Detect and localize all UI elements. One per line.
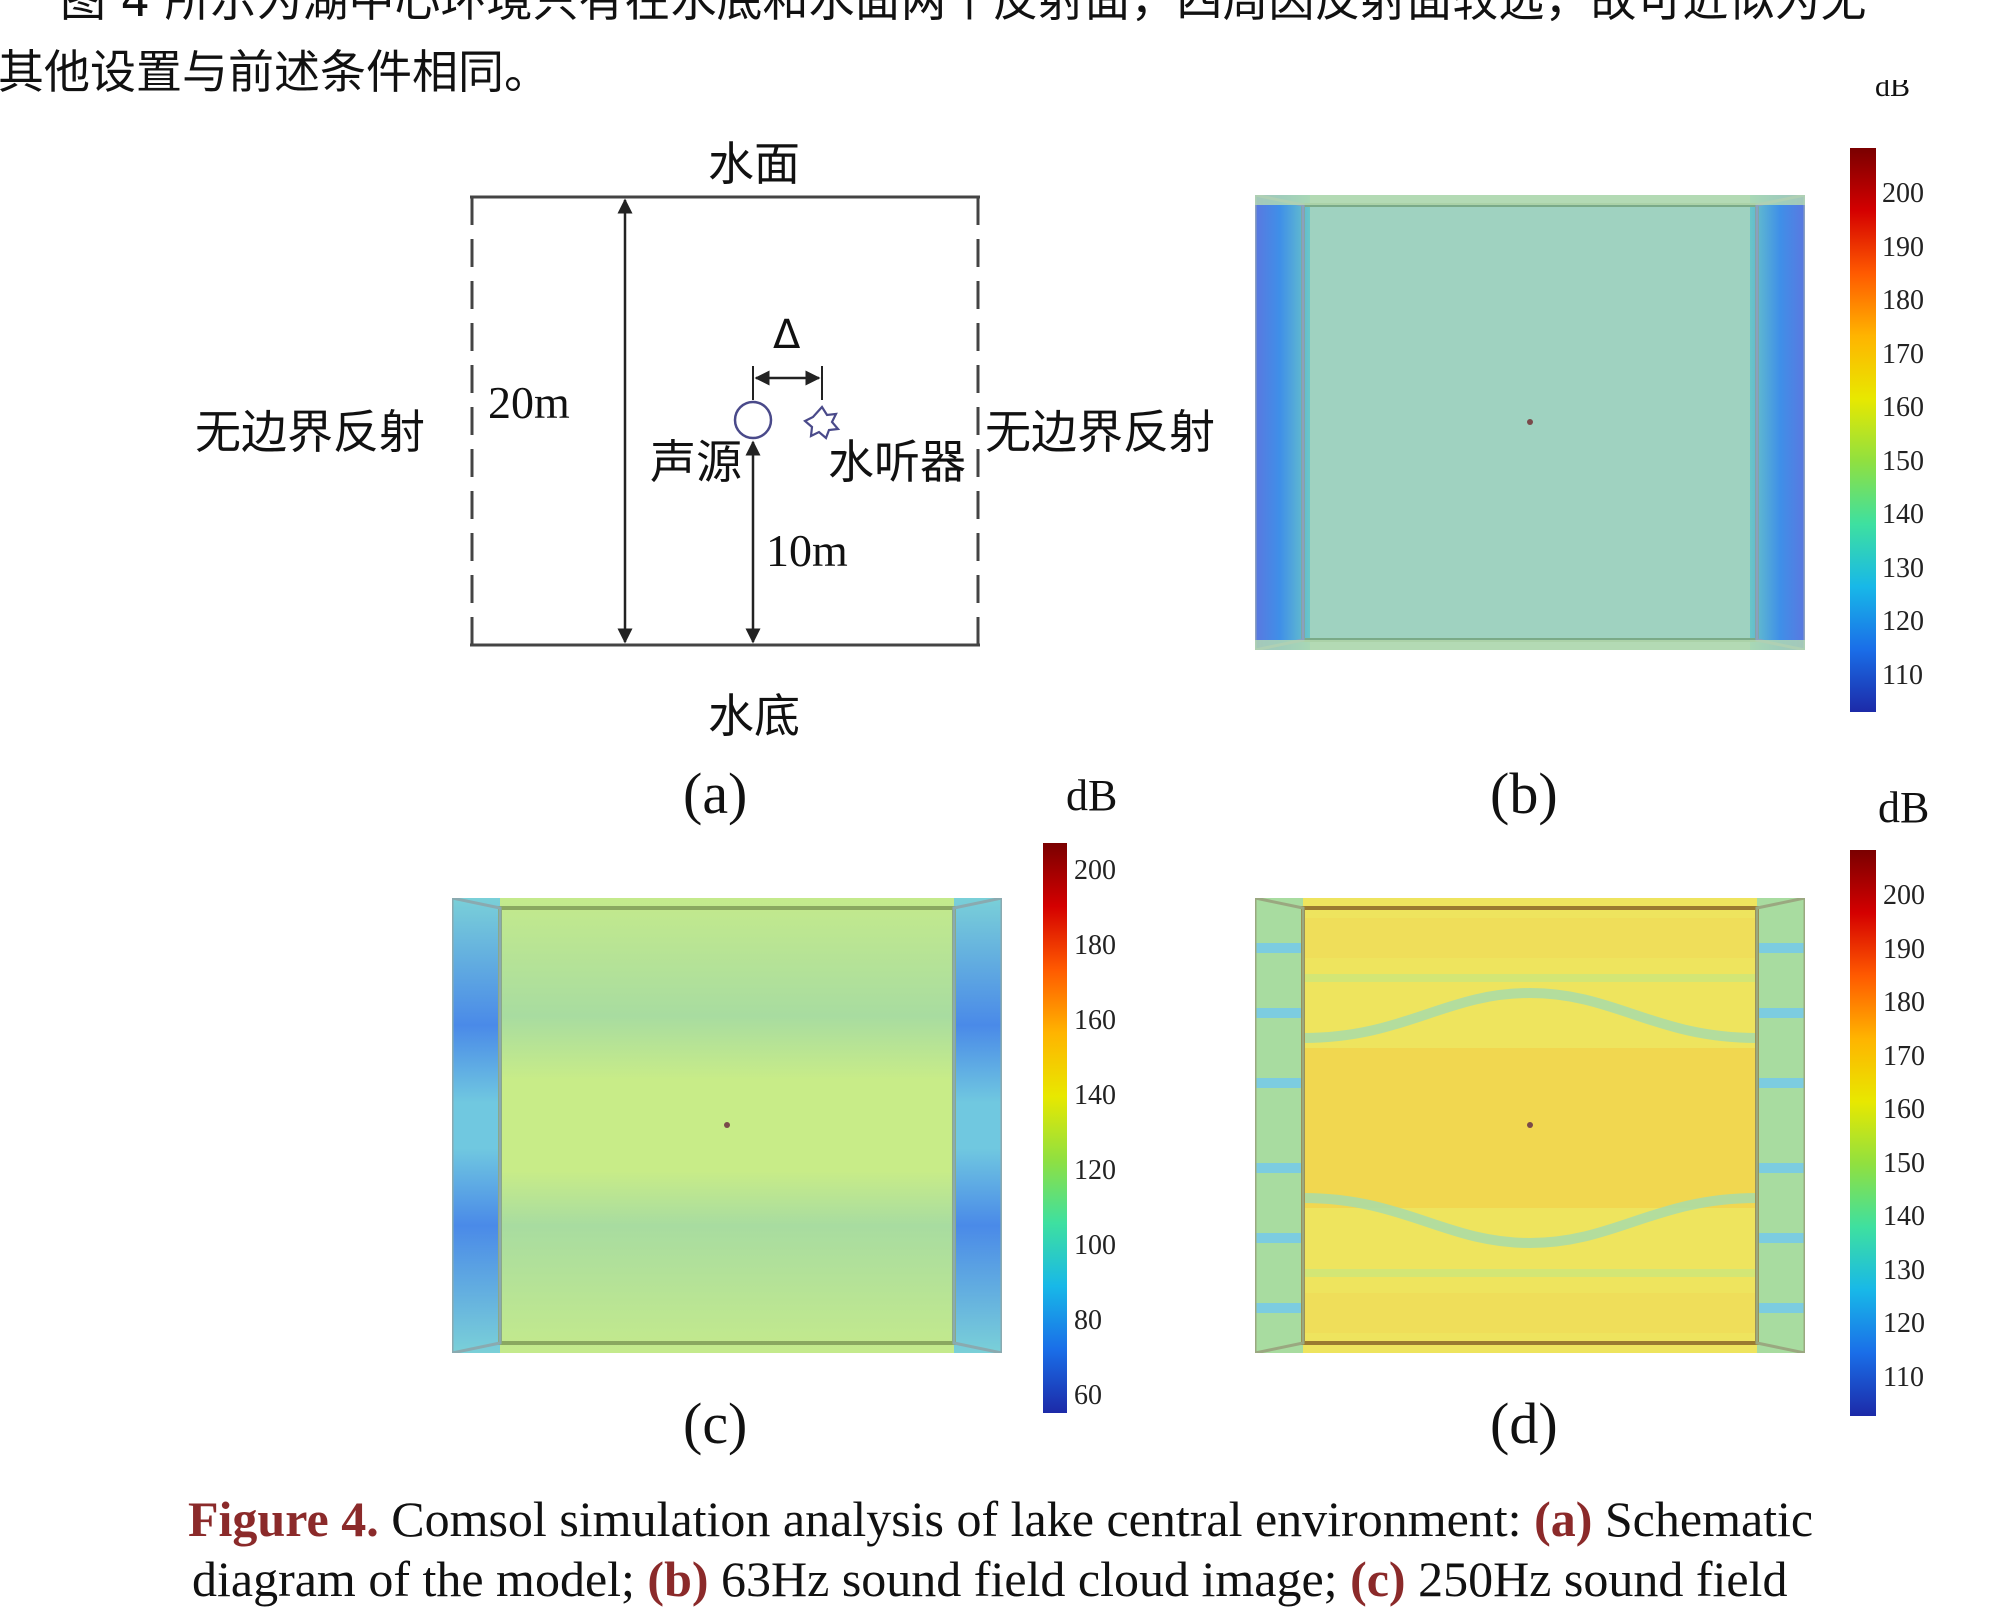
colorbar-c-tick: 160 bbox=[1074, 1005, 1116, 1036]
colorbar-c-tick: 80 bbox=[1074, 1305, 1102, 1336]
colorbar-c-tick: 200 bbox=[1074, 855, 1116, 886]
colorbar-b-tick: 130 bbox=[1882, 553, 1924, 584]
colorbar-d-tick: 180 bbox=[1883, 987, 1925, 1018]
colorbar-d-tick: 200 bbox=[1883, 880, 1925, 911]
colorbar-c-tick: 120 bbox=[1074, 1155, 1116, 1186]
label-delta: Δ bbox=[773, 312, 801, 358]
colorbar-d-tick: 150 bbox=[1883, 1148, 1925, 1179]
colorbar-b-tick: 140 bbox=[1882, 499, 1924, 530]
colorbar-c-tick: 140 bbox=[1074, 1080, 1116, 1111]
colorbar-c-tick: 180 bbox=[1074, 930, 1116, 961]
panel-label-b: (b) bbox=[1490, 761, 1558, 826]
panel-label-d: (d) bbox=[1490, 1391, 1558, 1456]
colorbar-b-unit: dB bbox=[1875, 80, 1911, 103]
body-text-line-2: 其他设置与前述条件相同。 bbox=[0, 45, 550, 99]
source-point-c bbox=[724, 1122, 730, 1128]
colorbar-d-unit: dB bbox=[1878, 783, 1930, 832]
colorbar-b-tick: 160 bbox=[1882, 392, 1924, 423]
colorbar-d-tick: 170 bbox=[1883, 1041, 1925, 1072]
label-height: 10m bbox=[766, 525, 848, 576]
label-left-boundary: 无边界反射 bbox=[195, 405, 425, 459]
colorbar-c-tick: 60 bbox=[1074, 1380, 1102, 1411]
panel-label-a: (a) bbox=[683, 761, 748, 826]
schematic-diagram: 水面 水底 无边界反射 无边界反射 20m 10m Δ 声源 水听器 bbox=[0, 0, 1260, 743]
label-water-bottom: 水底 bbox=[708, 689, 800, 743]
colorbar-d-tick: 190 bbox=[1883, 934, 1925, 965]
colorbar-d-tick: 140 bbox=[1883, 1201, 1925, 1232]
figure-caption-line-2: diagram of the model; (b) 63Hz sound fie… bbox=[192, 1551, 1788, 1607]
colorbar-d-tick: 130 bbox=[1883, 1255, 1925, 1286]
hydrophone-icon bbox=[803, 405, 841, 440]
field-image-c bbox=[450, 896, 1004, 1355]
label-water-surface: 水面 bbox=[708, 137, 800, 191]
colorbar-b-tick: 120 bbox=[1882, 606, 1924, 637]
colorbar-d-tick: 110 bbox=[1883, 1362, 1924, 1393]
colorbar-b bbox=[1850, 148, 1876, 712]
colorbar-d bbox=[1850, 850, 1876, 1416]
colorbar-b-tick: 170 bbox=[1882, 339, 1924, 370]
body-text-line-1: 图 4 所示为湖中心环境只有在水底和水面两个反射面，四周因反射面较远，故可近似为… bbox=[60, 0, 1867, 27]
figure-caption-line-1: Figure 4. Comsol simulation analysis of … bbox=[188, 1491, 1814, 1547]
colorbar-c-unit: dB bbox=[1066, 771, 1118, 820]
field-image-b bbox=[1253, 193, 1807, 652]
colorbar-b-tick: 150 bbox=[1882, 446, 1924, 477]
source-point-b bbox=[1527, 419, 1533, 425]
label-hydrophone: 水听器 bbox=[828, 435, 966, 489]
panel-label-c: (c) bbox=[683, 1391, 748, 1456]
label-depth: 20m bbox=[488, 377, 570, 428]
source-point-d bbox=[1527, 1122, 1533, 1128]
colorbar-c bbox=[1043, 843, 1067, 1413]
label-right-boundary: 无边界反射 bbox=[985, 405, 1215, 459]
colorbar-d-tick: 160 bbox=[1883, 1094, 1925, 1125]
colorbar-b-tick: 180 bbox=[1882, 285, 1924, 316]
colorbar-b-tick: 190 bbox=[1882, 232, 1924, 263]
label-source: 声源 bbox=[650, 435, 742, 489]
colorbar-b-tick: 200 bbox=[1882, 178, 1924, 209]
figure-label: Figure 4. bbox=[188, 1491, 379, 1547]
colorbar-d-tick: 120 bbox=[1883, 1308, 1925, 1339]
colorbar-c-tick: 100 bbox=[1074, 1230, 1116, 1261]
source-icon bbox=[733, 400, 773, 440]
colorbar-b-tick: 110 bbox=[1882, 660, 1923, 691]
field-image-d bbox=[1253, 896, 1807, 1355]
